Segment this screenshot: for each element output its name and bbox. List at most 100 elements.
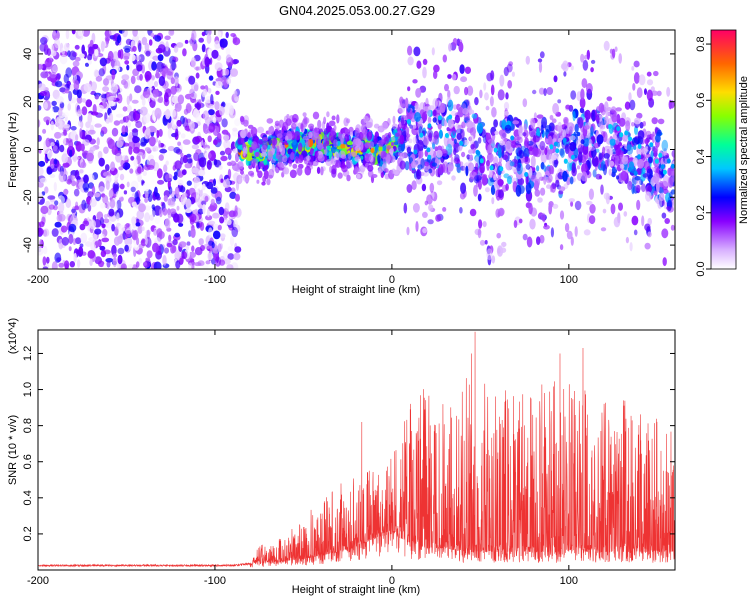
heatmap-cell — [340, 160, 346, 168]
heatmap-cell — [639, 121, 644, 129]
heatmap-cell — [202, 110, 210, 121]
heatmap-cell — [408, 138, 413, 144]
heatmap-cell — [646, 79, 654, 86]
heatmap-cell — [344, 134, 350, 143]
heatmap-cell — [123, 190, 128, 195]
heatmap-cell — [38, 192, 43, 200]
heatmap-cell — [201, 31, 206, 37]
heatmap-cell — [306, 155, 311, 161]
heatmap-cell — [181, 169, 187, 176]
heatmap-cell — [429, 182, 435, 193]
heatmap-cell — [141, 149, 146, 160]
heatmap-cell — [546, 87, 554, 95]
heatmap-cell — [634, 176, 641, 181]
heatmap-cell — [389, 147, 394, 153]
heatmap-cell — [73, 188, 80, 197]
heatmap-cell — [289, 169, 297, 179]
heatmap-cell — [452, 37, 458, 47]
heatmap-cell — [320, 166, 324, 176]
heatmap-cell — [81, 44, 85, 55]
heatmap-cell — [243, 119, 249, 127]
heatmap-cell — [158, 208, 163, 218]
heatmap-cell — [101, 223, 106, 229]
heatmap-cell — [242, 146, 246, 157]
heatmap-cell — [438, 115, 442, 121]
heatmap-cell — [89, 258, 93, 266]
heatmap-cell — [73, 252, 77, 263]
heatmap-cell — [540, 124, 544, 135]
heatmap-cell — [645, 191, 652, 202]
heatmap-cell — [126, 95, 130, 106]
heatmap-cell — [208, 109, 215, 116]
heatmap-cell — [129, 54, 136, 62]
heatmap-cell — [226, 161, 233, 166]
heatmap-cell — [637, 154, 642, 160]
heatmap-cell — [137, 173, 142, 183]
heatmap-cell — [459, 192, 466, 200]
heatmap-cell — [474, 97, 479, 106]
heatmap-cell — [498, 207, 505, 216]
heatmap-cell — [181, 251, 188, 260]
heatmap-cell — [75, 134, 79, 142]
heatmap-cell — [539, 234, 545, 244]
heatmap-cell — [144, 42, 150, 51]
heatmap-cell — [609, 160, 615, 167]
heatmap-cell — [119, 183, 125, 190]
heatmap-cell — [208, 122, 216, 133]
heatmap-cell — [628, 92, 632, 102]
heatmap-cell — [256, 179, 260, 184]
heatmap-cell — [102, 86, 110, 92]
heatmap-cell — [442, 207, 447, 212]
heatmap-cell — [96, 137, 100, 146]
heatmap-cell — [490, 84, 495, 96]
heatmap-cell — [109, 214, 117, 222]
heatmap-cell — [570, 65, 574, 71]
heatmap-cell — [424, 161, 429, 167]
x-tick-label: 100 — [560, 274, 578, 286]
heatmap-cell — [326, 111, 330, 118]
heatmap-cell — [139, 73, 143, 81]
heatmap-cell — [383, 136, 389, 145]
heatmap-cell — [52, 145, 58, 152]
heatmap-cell — [257, 126, 265, 134]
heatmap-cell — [549, 114, 554, 121]
heatmap-cell — [191, 30, 197, 41]
heatmap-cell — [113, 236, 121, 246]
heatmap-cell — [73, 79, 80, 91]
heatmap-cell — [99, 57, 108, 67]
heatmap-cell — [615, 137, 620, 145]
heatmap-cell — [204, 195, 209, 203]
heatmap-cell — [310, 155, 315, 162]
heatmap-cell — [534, 189, 541, 197]
heatmap-cell — [451, 74, 457, 81]
heatmap-cell — [576, 165, 581, 170]
heatmap-cell — [83, 83, 92, 93]
heatmap-cell — [71, 208, 76, 213]
heatmap-cell — [138, 203, 146, 213]
heatmap-cell — [156, 196, 161, 201]
heatmap-cell — [132, 30, 138, 37]
heatmap-cell — [459, 64, 465, 74]
heatmap-cell — [603, 153, 610, 159]
heatmap-cell — [457, 39, 463, 45]
heatmap-cell — [190, 92, 195, 98]
heatmap-cell — [214, 101, 220, 111]
heatmap-cell — [600, 184, 604, 195]
heatmap-cell — [38, 64, 44, 70]
heatmap-cell — [195, 194, 201, 206]
heatmap-cell — [102, 194, 109, 204]
snr-x-axis: -200 -100 0 100 — [27, 330, 578, 587]
heatmap-cell — [412, 136, 417, 144]
heatmap-cell — [198, 157, 207, 168]
heatmap-cell — [151, 61, 157, 71]
heatmap-cell — [453, 104, 457, 110]
heatmap-cell — [128, 141, 135, 150]
heatmap-cell — [202, 88, 208, 96]
heatmap-cell — [525, 164, 531, 170]
heatmap-cell — [603, 164, 607, 176]
heatmap-cell — [188, 262, 193, 269]
heatmap-cell — [103, 218, 110, 224]
heatmap-cell — [615, 144, 621, 156]
heatmap-cell — [506, 175, 513, 185]
heatmap-cell — [161, 63, 166, 69]
